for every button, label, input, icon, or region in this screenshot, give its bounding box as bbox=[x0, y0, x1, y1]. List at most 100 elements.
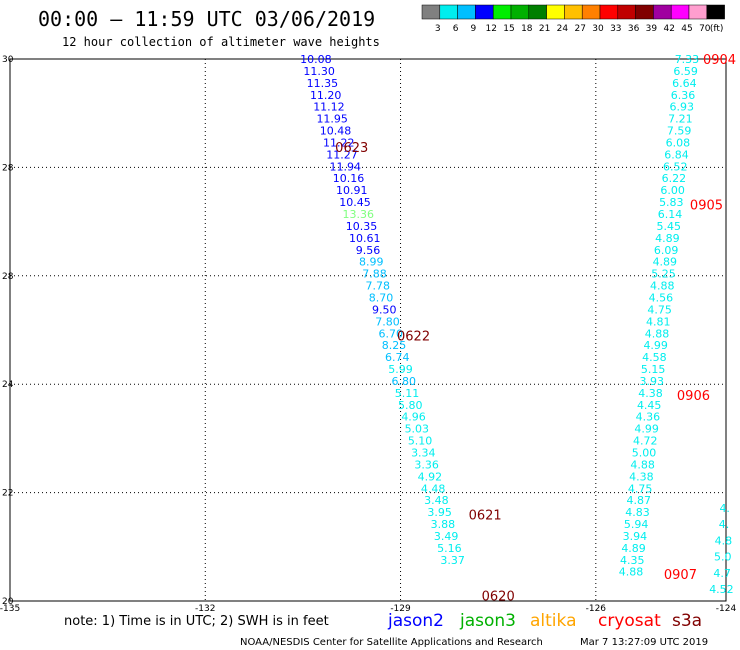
wave-height-point: 4.83 bbox=[625, 506, 650, 519]
wave-height-point: 4. bbox=[719, 518, 730, 531]
wave-height-point: 10.45 bbox=[339, 196, 371, 209]
wave-height-point: 5.10 bbox=[408, 435, 433, 448]
colorbar-label: 6 bbox=[453, 24, 459, 34]
colorbar-swatch bbox=[457, 4, 476, 20]
wave-height-point: 3.88 bbox=[431, 518, 456, 531]
plot-frame bbox=[9, 58, 727, 602]
colorbar-swatch bbox=[564, 4, 583, 20]
wave-height-point: 8.25 bbox=[382, 339, 407, 352]
wave-height-point: 4.88 bbox=[650, 280, 675, 293]
colorbar-label: 45 bbox=[681, 24, 692, 34]
wave-height-point: 3.95 bbox=[427, 506, 452, 519]
colorbar-label: 24 bbox=[557, 24, 569, 34]
colorbar-swatch bbox=[599, 4, 619, 20]
footnote: note: 1) Time is in UTC; 2) SWH is in fe… bbox=[64, 614, 329, 629]
wave-height-point: 6.80 bbox=[392, 375, 417, 388]
wave-height-point: 3.93 bbox=[640, 375, 665, 388]
wave-height-point: 5.00 bbox=[632, 446, 657, 459]
wave-height-point: 8.70 bbox=[369, 291, 394, 304]
pass-time-label: 0620 bbox=[482, 590, 515, 605]
wave-height-point: 11.35 bbox=[307, 77, 339, 90]
wave-height-point: 6.59 bbox=[673, 65, 698, 78]
y-tick-label: 24 bbox=[2, 380, 14, 390]
wave-height-point: 3.94 bbox=[623, 530, 648, 543]
wave-height-point: 4.92 bbox=[418, 470, 443, 483]
wave-height-point: 6.84 bbox=[664, 148, 689, 161]
wave-height-point: 4.36 bbox=[636, 411, 661, 424]
wave-height-point: 6.08 bbox=[666, 136, 691, 149]
colorbar-swatch bbox=[670, 4, 690, 20]
chart-title: 00:00 – 11:59 UTC 03/06/2019 bbox=[38, 7, 375, 31]
colorbar-label: 70 bbox=[699, 24, 711, 34]
credit-text: NOAA/NESDIS Center for Satellite Applica… bbox=[240, 637, 543, 648]
wave-height-point: 10.16 bbox=[333, 172, 365, 185]
legend-cryosat: cryosat bbox=[598, 611, 661, 631]
colorbar-label: 12 bbox=[485, 24, 496, 34]
timestamp-text: Mar 7 13:27:09 UTC 2019 bbox=[580, 637, 708, 648]
colorbar-label: 42 bbox=[663, 24, 674, 34]
wave-height-point: 4.96 bbox=[401, 411, 426, 424]
y-tick-label: 22 bbox=[2, 489, 13, 499]
colorbar-swatch bbox=[421, 4, 441, 20]
pass-time-label: 0906 bbox=[677, 389, 710, 404]
wave-height-point: 10.61 bbox=[349, 232, 381, 245]
colorbar-swatch bbox=[528, 4, 547, 20]
wave-height-point: 5.15 bbox=[641, 363, 666, 376]
colorbar-swatch bbox=[581, 4, 601, 20]
y-tick-label: 28 bbox=[2, 272, 14, 282]
wave-height-point: 4.52 bbox=[709, 583, 734, 596]
colorbar-swatch bbox=[688, 4, 708, 20]
wave-height-point: 13.36 bbox=[342, 208, 374, 221]
colorbar-label: 18 bbox=[521, 24, 533, 34]
wave-height-point: 7.59 bbox=[667, 125, 692, 138]
colorbar-swatch bbox=[510, 4, 530, 20]
colorbar-swatch bbox=[653, 4, 672, 20]
wave-height-point: 4.99 bbox=[643, 339, 668, 352]
y-axis-tick-labels: 30 28 28 24 22 20 bbox=[2, 55, 14, 607]
colorbar-swatch bbox=[475, 4, 494, 20]
wave-height-point: 6.09 bbox=[654, 244, 679, 257]
wave-height-point: 4.35 bbox=[620, 554, 645, 567]
colorbar-swatch bbox=[706, 4, 725, 20]
wave-height-point: 4.58 bbox=[642, 351, 667, 364]
wave-height-point: 10.48 bbox=[320, 125, 352, 138]
wave-height-point: 11.22 bbox=[323, 136, 355, 149]
wave-height-point: 6.36 bbox=[671, 89, 696, 102]
colorbar-swatch bbox=[617, 4, 636, 20]
wave-height-point: 7.80 bbox=[375, 315, 400, 328]
pass-time-label: 0623 bbox=[335, 141, 368, 156]
color-scale-bar: 3 6 9 12 15 18 21 24 27 30 33 36 39 42 45 70 (ft) bbox=[421, 4, 725, 34]
wave-height-point: 4.8 bbox=[715, 534, 733, 547]
pass-time-label: 0622 bbox=[397, 329, 430, 344]
wave-height-point: 4.75 bbox=[628, 482, 653, 495]
colorbar-swatch bbox=[546, 4, 565, 20]
wave-height-point: 4.99 bbox=[634, 423, 659, 436]
wave-height-point: 10.91 bbox=[336, 184, 368, 197]
wave-height-point: 5.99 bbox=[388, 363, 413, 376]
wave-height-point: 3.49 bbox=[434, 530, 459, 543]
colorbar-label: 3 bbox=[435, 24, 441, 34]
x-tick-label: -126 bbox=[586, 604, 607, 614]
pass-time-label: 0905 bbox=[690, 198, 723, 213]
x-tick-label: -129 bbox=[390, 604, 411, 614]
wave-height-point: 3.34 bbox=[411, 446, 436, 459]
wave-height-point: 9.50 bbox=[372, 303, 397, 316]
y-tick-label: 28 bbox=[2, 163, 14, 173]
wave-height-point: 3.36 bbox=[414, 458, 439, 471]
wave-height-point: 11.12 bbox=[313, 101, 345, 114]
wave-height-point: 4.56 bbox=[649, 291, 674, 304]
satellite-legend: jason2 jason3 altika cryosat s3a bbox=[387, 611, 702, 631]
wave-height-point: 5.25 bbox=[651, 268, 676, 281]
wave-height-point: 5.03 bbox=[405, 423, 430, 436]
wave-height-point: 6.70 bbox=[379, 327, 404, 340]
wave-height-point: 4.89 bbox=[621, 542, 646, 555]
wave-height-point: 7.21 bbox=[668, 113, 693, 126]
wave-height-point: 7.78 bbox=[366, 280, 391, 293]
wave-height-point: 5.80 bbox=[398, 399, 423, 412]
pass-time-label: 0621 bbox=[469, 508, 502, 523]
colorbar-label: 27 bbox=[574, 24, 585, 34]
legend-altika: altika bbox=[530, 611, 577, 631]
wave-height-point: 4.88 bbox=[619, 566, 644, 579]
wave-height-point: 11.94 bbox=[329, 160, 361, 173]
wave-height-point: 7.88 bbox=[362, 268, 387, 281]
